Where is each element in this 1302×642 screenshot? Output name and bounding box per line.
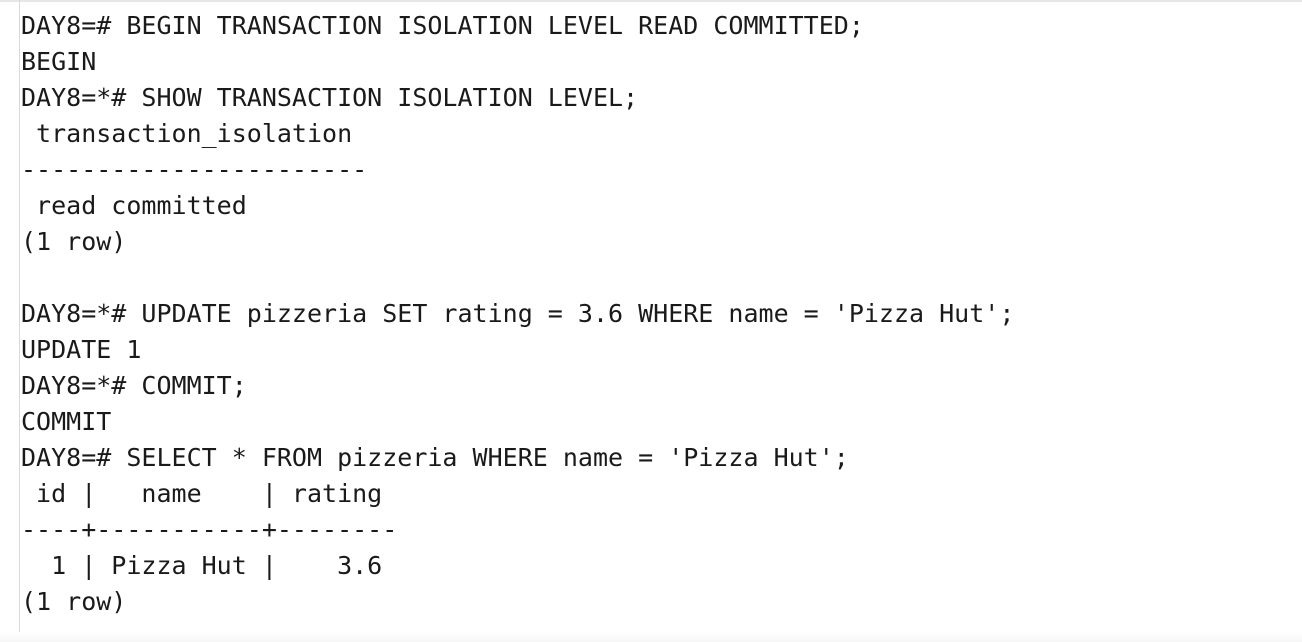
result-separator: ----+-----------+-------- bbox=[21, 515, 398, 544]
result-separator: ----------------------- bbox=[21, 155, 368, 184]
output-line: COMMIT bbox=[21, 407, 112, 436]
command-line: DAY8=# SELECT * FROM pizzeria WHERE name… bbox=[21, 443, 849, 472]
top-border bbox=[0, 0, 1302, 2]
command-line: DAY8=*# SHOW TRANSACTION ISOLATION LEVEL… bbox=[21, 83, 639, 112]
row-count: (1 row) bbox=[21, 587, 127, 616]
terminal-output[interactable]: DAY8=# BEGIN TRANSACTION ISOLATION LEVEL… bbox=[21, 8, 1291, 634]
result-header: id | name | rating bbox=[21, 479, 383, 508]
result-row: read committed bbox=[21, 191, 247, 220]
bottom-strip bbox=[0, 632, 1302, 642]
blank-line bbox=[21, 260, 1291, 296]
command-line: DAY8=*# COMMIT; bbox=[21, 371, 247, 400]
result-header: transaction_isolation bbox=[21, 119, 353, 148]
row-count: (1 row) bbox=[21, 227, 127, 256]
command-line: DAY8=*# UPDATE pizzeria SET rating = 3.6… bbox=[21, 299, 1015, 328]
left-border bbox=[19, 0, 20, 642]
command-line: DAY8=# BEGIN TRANSACTION ISOLATION LEVEL… bbox=[21, 11, 864, 40]
output-line: UPDATE 1 bbox=[21, 335, 142, 364]
result-row: 1 | Pizza Hut | 3.6 bbox=[21, 551, 383, 580]
output-line: BEGIN bbox=[21, 47, 97, 76]
